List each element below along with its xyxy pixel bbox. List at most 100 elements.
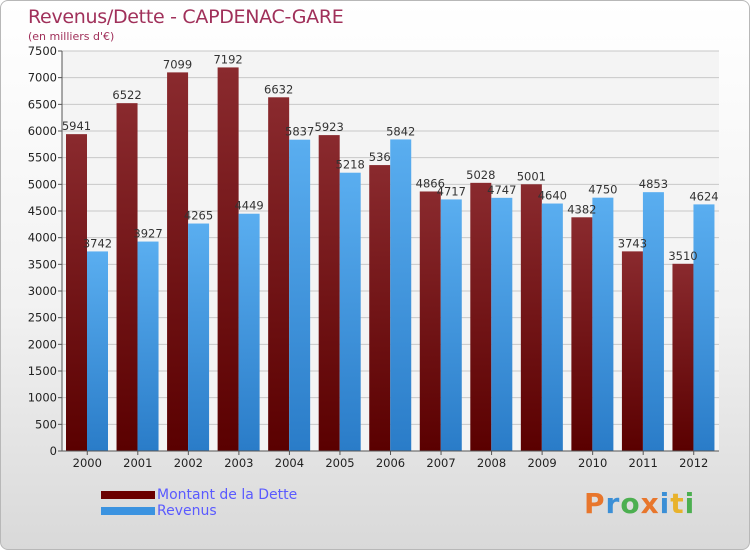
y-tick-label: 4000 xyxy=(28,231,57,245)
chart-title: Revenus/Dette - CAPDENAC-GARE xyxy=(28,6,344,28)
data-label-revenus: 5218 xyxy=(336,158,365,172)
y-tick-label: 5000 xyxy=(28,177,57,191)
data-label-dette: 5028 xyxy=(466,168,495,182)
y-tick-label: 0 xyxy=(50,444,57,458)
data-label-revenus: 4624 xyxy=(689,189,718,203)
data-label-revenus: 4853 xyxy=(639,177,668,191)
x-tick-label: 2007 xyxy=(426,456,455,470)
x-tick-label: 2000 xyxy=(73,456,102,470)
bar-revenus xyxy=(642,192,664,451)
y-tick-label: 6500 xyxy=(28,97,57,111)
data-label-dette: 5923 xyxy=(315,120,344,134)
proxiti-logo: Proxiti xyxy=(584,487,695,520)
data-label-dette: 536 xyxy=(369,150,391,164)
bar-revenus xyxy=(238,213,260,451)
bar-revenus xyxy=(592,197,614,451)
y-tick-label: 4500 xyxy=(28,204,57,218)
bar-revenus xyxy=(390,139,412,451)
legend-swatch-dette xyxy=(101,491,155,499)
bar-dette xyxy=(116,103,138,451)
logo-letter: P xyxy=(584,487,606,520)
y-tick-label: 7500 xyxy=(28,44,57,58)
x-tick-label: 2008 xyxy=(477,456,506,470)
x-tick-label: 2001 xyxy=(123,456,152,470)
x-tick-label: 2011 xyxy=(629,456,658,470)
data-label-dette: 4866 xyxy=(416,176,445,190)
logo-letter: o xyxy=(620,487,641,520)
data-label-dette: 6522 xyxy=(112,88,141,102)
x-tick-label: 2012 xyxy=(679,456,708,470)
legend-label-dette: Montant de la Dette xyxy=(157,487,298,503)
y-tick-label: 500 xyxy=(35,417,57,431)
x-tick-label: 2005 xyxy=(325,456,354,470)
data-label-revenus: 3927 xyxy=(133,227,162,241)
data-label-dette: 4382 xyxy=(567,202,596,216)
data-label-revenus: 4640 xyxy=(538,189,567,203)
y-tick-label: 5500 xyxy=(28,151,57,165)
data-label-revenus: 5842 xyxy=(386,124,415,138)
data-label-revenus: 4747 xyxy=(487,183,516,197)
y-tick-label: 6000 xyxy=(28,124,57,138)
data-label-revenus: 4750 xyxy=(588,183,617,197)
y-tick-label: 3500 xyxy=(28,257,57,271)
bar-revenus xyxy=(87,251,108,451)
labels-layer: 5941 3742 6522 3927 7099 4265 7192 4449 6632 5837… xyxy=(62,52,719,262)
legend-label-revenus: Revenus xyxy=(157,503,217,519)
bar-dette xyxy=(520,184,542,451)
bar-dette xyxy=(318,135,340,451)
chart-subtitle: (en milliers d'€) xyxy=(28,30,115,43)
data-label-dette: 6632 xyxy=(264,82,293,96)
bar-dette xyxy=(571,217,593,451)
data-label-revenus: 4717 xyxy=(437,184,466,198)
data-label-dette: 3510 xyxy=(668,249,697,263)
bar-revenus xyxy=(541,203,563,451)
data-label-revenus: 4449 xyxy=(234,199,263,213)
x-tick-label: 2006 xyxy=(376,456,405,470)
y-tick-label: 1000 xyxy=(28,391,57,405)
bar-dette xyxy=(369,165,391,451)
bar-revenus xyxy=(491,197,513,451)
bar-revenus xyxy=(188,223,210,451)
x-tick-label: 2004 xyxy=(275,456,304,470)
x-tick-label: 2009 xyxy=(527,456,556,470)
bar-dette xyxy=(66,134,87,451)
bar-revenus xyxy=(440,199,462,451)
legend-swatch-revenus xyxy=(101,507,155,515)
logo-letter: x xyxy=(640,487,660,520)
bar-revenus xyxy=(339,172,361,451)
bar-revenus xyxy=(693,204,715,451)
bar-dette xyxy=(672,263,694,451)
data-label-dette: 5941 xyxy=(62,119,91,133)
data-label-dette: 7192 xyxy=(213,52,242,66)
data-label-dette: 7099 xyxy=(163,57,192,71)
x-tick-label: 2010 xyxy=(578,456,607,470)
bar-dette xyxy=(217,67,239,451)
axis-layer: 0 500 1000 1500 2000 2500 3000 3500 4000 4500 5000… xyxy=(28,44,719,470)
bar-revenus xyxy=(137,241,159,451)
data-label-dette: 3743 xyxy=(618,236,647,250)
data-label-dette: 5001 xyxy=(517,169,546,183)
data-label-revenus: 4265 xyxy=(184,209,213,223)
y-tick-label: 3000 xyxy=(28,284,57,298)
y-tick-label: 1500 xyxy=(28,364,57,378)
bar-dette xyxy=(167,72,189,452)
logo-letter: t xyxy=(670,487,685,520)
logo-letter: r xyxy=(605,487,621,520)
x-tick-label: 2002 xyxy=(174,456,203,470)
data-label-revenus: 3742 xyxy=(83,236,112,250)
y-tick-label: 7000 xyxy=(28,71,57,85)
bar-dette xyxy=(621,251,643,451)
x-tick-label: 2003 xyxy=(224,456,253,470)
y-tick-label: 2500 xyxy=(28,311,57,325)
logo-letter: i xyxy=(659,487,671,520)
data-label-revenus: 5837 xyxy=(285,125,314,139)
bar-dette xyxy=(419,191,441,452)
bar-dette xyxy=(268,97,290,451)
bar-revenus xyxy=(289,139,311,451)
bars-layer xyxy=(66,67,715,452)
bar-dette xyxy=(470,182,492,451)
y-tick-label: 2000 xyxy=(28,337,57,351)
logo-letter: i xyxy=(684,487,696,520)
